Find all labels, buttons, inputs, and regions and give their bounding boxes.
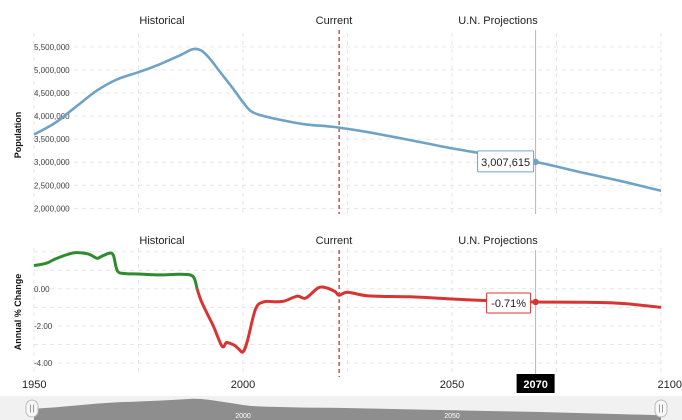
historical-heading-bottom: Historical bbox=[139, 235, 184, 247]
annual-change-axis-label: Annual % Change bbox=[13, 274, 23, 351]
hover-year-label: 2070 bbox=[523, 379, 547, 391]
navigator-right-handle[interactable] bbox=[654, 399, 668, 418]
annual-change-y-tick-label: 0.00 bbox=[34, 285, 50, 294]
population-y-tick-label: 3,000,000 bbox=[34, 158, 70, 167]
population-tooltip-box bbox=[477, 150, 535, 173]
navigator-overview-area bbox=[34, 398, 661, 420]
navigator-label-2000: 2000 bbox=[235, 413, 251, 420]
navigator-left-handle[interactable] bbox=[25, 399, 39, 418]
population-y-tick-label: 3,500,000 bbox=[34, 135, 70, 144]
population-tooltip-value: 3,007,615 bbox=[481, 157, 530, 169]
hover-year-badge bbox=[516, 374, 555, 393]
population-y-tick-label: 5,500,000 bbox=[34, 43, 70, 52]
current-heading-bottom: Current bbox=[316, 235, 353, 247]
navigator-label-2050: 2050 bbox=[444, 413, 460, 420]
population-y-tick-label: 4,500,000 bbox=[34, 89, 70, 98]
annual-change-y-ticks: 0.00 -2.00 -4.00 bbox=[34, 285, 53, 368]
projections-heading-bottom: U.N. Projections bbox=[458, 235, 538, 247]
historical-heading-top: Historical bbox=[139, 15, 184, 27]
grip-icon bbox=[30, 404, 34, 413]
population-y-tick-label: 5,000,000 bbox=[34, 66, 70, 75]
population-series-line[interactable] bbox=[33, 47, 662, 193]
population-panel: 2,000,000 2,500,000 3,000,000 3,500,000 4,00… bbox=[13, 15, 662, 214]
grip-icon bbox=[659, 404, 663, 413]
population-gridlines bbox=[33, 33, 662, 213]
x-axis-tick-label: 2050 bbox=[440, 379, 464, 391]
population-y-tick-label: 2,500,000 bbox=[34, 181, 70, 190]
population-y-ticks: 2,000,000 2,500,000 3,000,000 3,500,000 4,00… bbox=[34, 43, 70, 214]
population-y-tick-label: 4,000,000 bbox=[34, 112, 70, 121]
x-axis-tick-label: 2000 bbox=[231, 379, 255, 391]
x-axis-ticks: 1950 2000 2050 2100 bbox=[22, 379, 682, 391]
annual-change-panel: 0.00 -2.00 -4.00 Historical Current U.N. P… bbox=[13, 235, 662, 377]
x-axis-tick-label: 1950 bbox=[22, 379, 46, 391]
annual-change-positive-line[interactable] bbox=[33, 251, 199, 290]
population-axis-label: Population bbox=[13, 112, 23, 159]
annual-change-y-tick-label: -4.00 bbox=[34, 359, 53, 368]
annual-change-negative-line[interactable] bbox=[195, 285, 662, 354]
projections-heading-top: U.N. Projections bbox=[458, 15, 538, 27]
annual-change-tooltip-value: -0.71% bbox=[491, 298, 526, 310]
annual-change-y-tick-label: -2.00 bbox=[34, 322, 53, 331]
annual-change-hover-point[interactable] bbox=[532, 298, 539, 306]
annual-change-gridlines bbox=[33, 248, 662, 376]
x-axis-tick-label: 2100 bbox=[658, 379, 682, 391]
range-navigator[interactable]: 2000 2050 bbox=[0, 396, 682, 420]
population-y-tick-label: 2,000,000 bbox=[34, 204, 70, 213]
annual-change-tooltip-box bbox=[486, 292, 532, 314]
current-heading-top: Current bbox=[316, 15, 353, 27]
